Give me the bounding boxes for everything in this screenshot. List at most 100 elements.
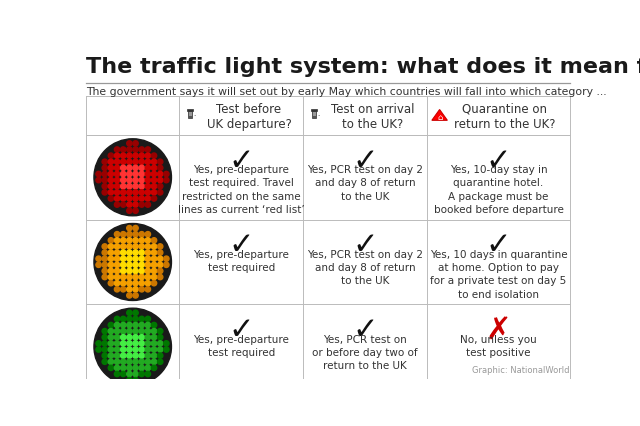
Circle shape <box>120 347 126 352</box>
Circle shape <box>127 196 132 201</box>
Circle shape <box>145 275 150 280</box>
Circle shape <box>115 366 120 371</box>
Text: Quarantine on
return to the UK?: Quarantine on return to the UK? <box>454 102 556 130</box>
Circle shape <box>115 147 120 153</box>
Circle shape <box>151 269 157 274</box>
Circle shape <box>133 293 138 298</box>
Circle shape <box>145 202 150 208</box>
Circle shape <box>120 172 126 177</box>
Text: Graphic: NationalWorld: Graphic: NationalWorld <box>472 365 570 374</box>
Circle shape <box>127 322 132 328</box>
Text: The traffic light system: what does it mean for holidaymakers?: The traffic light system: what does it m… <box>86 57 640 77</box>
Circle shape <box>115 196 120 201</box>
Circle shape <box>133 275 138 280</box>
Circle shape <box>127 353 132 358</box>
Circle shape <box>139 353 145 358</box>
Circle shape <box>133 329 138 334</box>
Circle shape <box>133 184 138 190</box>
Circle shape <box>108 347 113 352</box>
Circle shape <box>139 160 145 165</box>
Circle shape <box>102 172 108 177</box>
Circle shape <box>108 269 113 274</box>
Circle shape <box>115 335 120 340</box>
Circle shape <box>133 317 138 322</box>
Circle shape <box>151 250 157 256</box>
Circle shape <box>139 366 145 371</box>
Circle shape <box>102 275 108 280</box>
Circle shape <box>127 371 132 377</box>
Circle shape <box>108 238 113 243</box>
Circle shape <box>133 178 138 183</box>
Circle shape <box>133 269 138 274</box>
Circle shape <box>108 335 113 340</box>
Circle shape <box>127 172 132 177</box>
Circle shape <box>127 347 132 352</box>
Circle shape <box>120 281 126 286</box>
Circle shape <box>133 359 138 365</box>
Circle shape <box>164 347 169 352</box>
Circle shape <box>139 166 145 171</box>
Bar <box>188 111 192 118</box>
Circle shape <box>127 160 132 165</box>
Bar <box>188 109 193 112</box>
Circle shape <box>102 329 108 334</box>
Text: ✗: ✗ <box>486 315 511 344</box>
Circle shape <box>145 335 150 340</box>
Circle shape <box>127 329 132 334</box>
Text: ✓: ✓ <box>228 315 254 344</box>
Circle shape <box>157 359 163 365</box>
Circle shape <box>115 178 120 183</box>
Text: ✓: ✓ <box>353 147 378 176</box>
Circle shape <box>115 269 120 274</box>
Circle shape <box>115 359 120 365</box>
Circle shape <box>102 262 108 268</box>
Circle shape <box>151 322 157 328</box>
Text: ✓: ✓ <box>353 315 378 344</box>
Circle shape <box>151 244 157 250</box>
Circle shape <box>145 371 150 377</box>
Text: Test on arrival
to the UK?: Test on arrival to the UK? <box>332 102 415 130</box>
Circle shape <box>164 341 169 346</box>
Circle shape <box>133 196 138 201</box>
Circle shape <box>145 359 150 365</box>
Circle shape <box>108 154 113 159</box>
Circle shape <box>120 232 126 237</box>
Circle shape <box>127 178 132 183</box>
Circle shape <box>120 244 126 250</box>
Circle shape <box>157 353 163 358</box>
Circle shape <box>108 184 113 190</box>
Circle shape <box>96 172 101 177</box>
Circle shape <box>108 178 113 183</box>
Circle shape <box>120 269 126 274</box>
Circle shape <box>120 335 126 340</box>
Circle shape <box>115 281 120 286</box>
Circle shape <box>102 160 108 165</box>
Circle shape <box>133 202 138 208</box>
Circle shape <box>102 190 108 196</box>
Bar <box>312 111 316 118</box>
Circle shape <box>115 341 120 346</box>
Bar <box>312 112 316 117</box>
Circle shape <box>102 353 108 358</box>
Circle shape <box>151 347 157 352</box>
Circle shape <box>120 322 126 328</box>
Circle shape <box>94 224 172 301</box>
Circle shape <box>157 190 163 196</box>
Circle shape <box>151 329 157 334</box>
Circle shape <box>145 178 150 183</box>
Circle shape <box>108 262 113 268</box>
Circle shape <box>157 269 163 274</box>
Circle shape <box>133 377 138 383</box>
Circle shape <box>120 238 126 243</box>
Circle shape <box>120 329 126 334</box>
Circle shape <box>164 178 169 183</box>
Circle shape <box>96 347 101 352</box>
Circle shape <box>139 256 145 262</box>
Circle shape <box>102 347 108 352</box>
Circle shape <box>120 262 126 268</box>
Circle shape <box>151 166 157 171</box>
Circle shape <box>108 359 113 365</box>
Circle shape <box>115 160 120 165</box>
Circle shape <box>157 250 163 256</box>
Circle shape <box>157 347 163 352</box>
